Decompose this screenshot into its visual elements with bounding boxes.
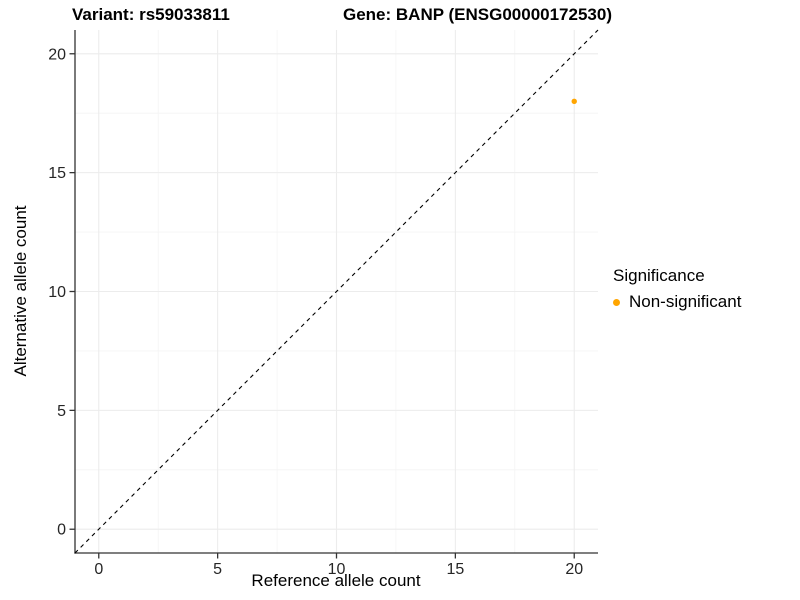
- legend-item-non-significant: Non-significant: [613, 292, 741, 312]
- legend-item-label: Non-significant: [629, 292, 742, 311]
- data-point: [571, 98, 577, 105]
- legend: Significance Non-significant: [613, 266, 741, 312]
- plot-title-gene: Gene: BANP (ENSG00000172530): [343, 5, 612, 24]
- y-axis-title: Alternative allele count: [11, 205, 30, 377]
- x-tick-label: 15: [446, 561, 464, 578]
- y-tick-label: 20: [48, 46, 66, 63]
- x-tick-label: 0: [94, 561, 103, 578]
- identity-dashed-line: [74, 29, 599, 554]
- y-tick-label: 10: [48, 284, 66, 301]
- legend-key-dot-icon: [613, 298, 620, 306]
- legend-title: Significance: [613, 266, 705, 285]
- y-tick-label: 5: [57, 403, 66, 420]
- plot-title-variant: Variant: rs59033811: [72, 5, 230, 24]
- x-tick-label: 10: [328, 561, 346, 578]
- x-tick-label: 20: [565, 561, 583, 578]
- y-tick-label: 0: [57, 522, 66, 539]
- y-tick-label: 15: [48, 165, 66, 182]
- x-axis-title: Reference allele count: [251, 571, 421, 590]
- x-tick-label: 5: [213, 561, 222, 578]
